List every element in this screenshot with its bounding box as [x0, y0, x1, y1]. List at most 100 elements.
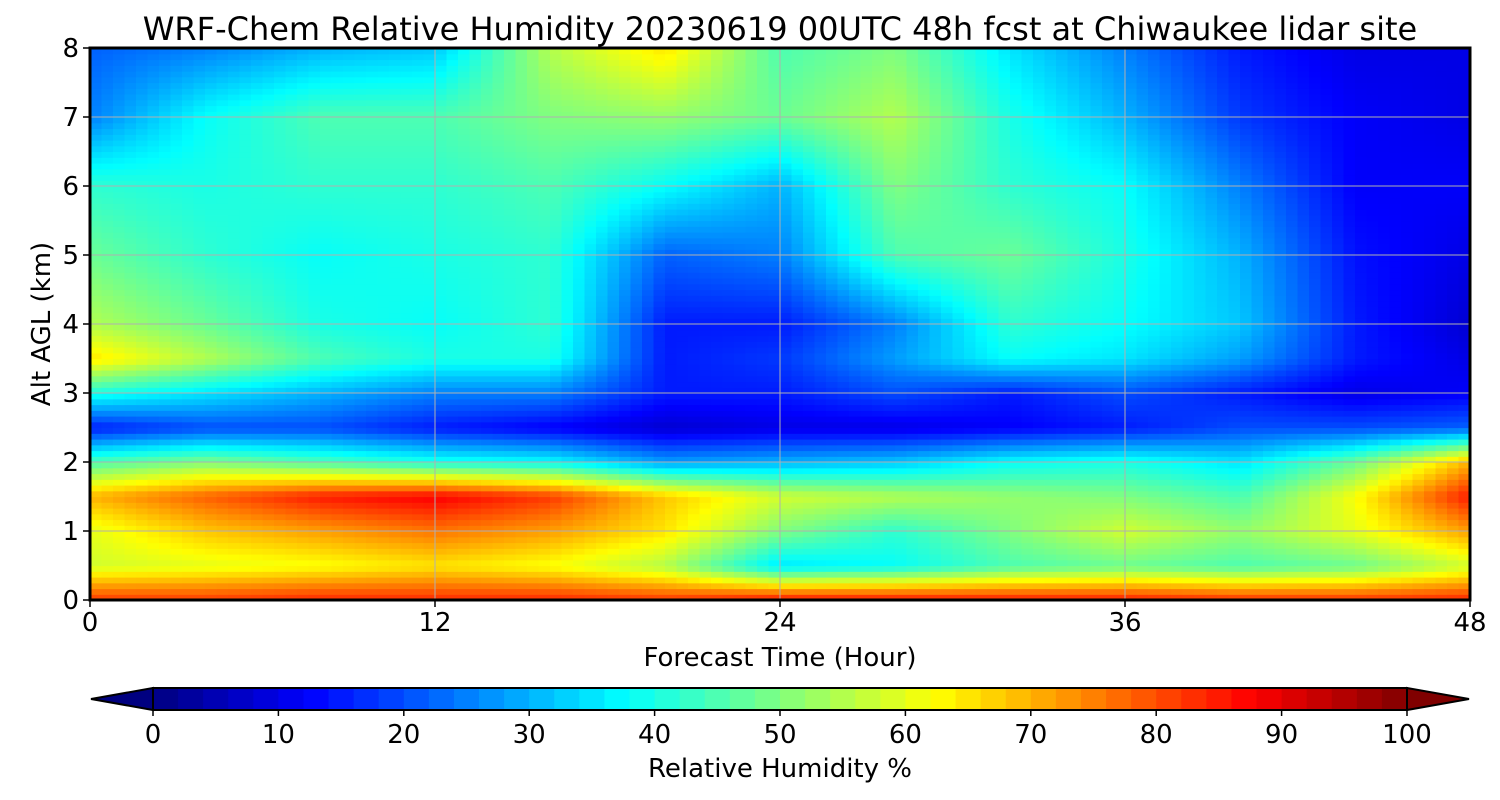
- heatmap-cell: [274, 105, 287, 112]
- heatmap-cell: [308, 548, 321, 555]
- heatmap-cell: [400, 375, 413, 383]
- heatmap-cell: [596, 111, 609, 118]
- heatmap-cell: [216, 490, 229, 498]
- heatmap-cell: [469, 479, 482, 486]
- heatmap-cell: [596, 128, 609, 135]
- heatmap-cell: [550, 496, 563, 503]
- heatmap-cell: [216, 577, 229, 584]
- heatmap-cell: [251, 370, 264, 377]
- heatmap-cell: [101, 450, 114, 457]
- heatmap-cell: [113, 272, 126, 279]
- heatmap-cell: [400, 542, 413, 549]
- heatmap-cell: [124, 197, 137, 204]
- heatmap-cell: [354, 260, 367, 268]
- heatmap-cell: [619, 548, 632, 555]
- heatmap-cell: [435, 502, 448, 509]
- heatmap-cell: [596, 249, 609, 256]
- heatmap-cell: [619, 232, 632, 239]
- heatmap-cell: [412, 594, 425, 600]
- heatmap-cell: [170, 393, 183, 400]
- heatmap-cell: [297, 404, 310, 411]
- heatmap-cell: [159, 554, 172, 561]
- heatmap-cell: [435, 542, 448, 549]
- heatmap-cell: [101, 249, 114, 256]
- heatmap-cell: [343, 278, 356, 285]
- heatmap-cell: [101, 203, 114, 210]
- heatmap-cell: [297, 266, 310, 273]
- heatmap-cell: [239, 226, 252, 233]
- heatmap-cell: [377, 554, 390, 561]
- heatmap-cell: [481, 157, 494, 164]
- heatmap-cell: [389, 295, 402, 302]
- heatmap-cell: [550, 347, 563, 354]
- heatmap-cell: [343, 341, 356, 348]
- heatmap-cell: [412, 502, 425, 509]
- heatmap-cell: [676, 450, 689, 457]
- heatmap-cell: [182, 232, 195, 239]
- heatmap-cell: [308, 508, 321, 515]
- heatmap-cell: [274, 519, 287, 526]
- heatmap-cell: [251, 479, 264, 486]
- heatmap-cell: [400, 559, 413, 567]
- heatmap-cell: [297, 370, 310, 377]
- heatmap-cell: [285, 105, 298, 112]
- heatmap-cell: [228, 151, 241, 158]
- heatmap-cell: [205, 444, 218, 452]
- heatmap-cell: [423, 260, 436, 268]
- heatmap-cell: [676, 479, 689, 486]
- heatmap-cell: [607, 214, 620, 222]
- heatmap-cell: [469, 168, 482, 176]
- heatmap-cell: [320, 255, 333, 262]
- heatmap-cell: [619, 565, 632, 572]
- heatmap-cell: [308, 209, 321, 216]
- heatmap-cell: [481, 306, 494, 314]
- heatmap-cell: [665, 197, 678, 204]
- heatmap-cell: [205, 352, 218, 360]
- heatmap-cell: [205, 404, 218, 411]
- heatmap-cell: [147, 485, 160, 492]
- heatmap-cell: [228, 588, 241, 595]
- heatmap-cell: [538, 145, 551, 153]
- heatmap-cell: [446, 306, 459, 314]
- heatmap-cell: [515, 59, 528, 66]
- heatmap-cell: [90, 542, 103, 549]
- heatmap-cell: [331, 243, 344, 250]
- heatmap-cell: [412, 312, 425, 319]
- heatmap-cell: [366, 65, 379, 72]
- heatmap-cell: [550, 295, 563, 302]
- heatmap-cell: [182, 278, 195, 285]
- heatmap-cell: [354, 197, 367, 204]
- heatmap-cell: [285, 467, 298, 475]
- heatmap-cell: [216, 301, 229, 308]
- heatmap-cell: [228, 53, 241, 61]
- heatmap-cell: [573, 456, 586, 463]
- heatmap-cell: [147, 203, 160, 210]
- heatmap-cell: [228, 134, 241, 141]
- heatmap-cell: [435, 249, 448, 256]
- heatmap-cell: [193, 151, 206, 158]
- heatmap-cell: [308, 272, 321, 279]
- heatmap-cell: [400, 439, 413, 446]
- heatmap-cell: [251, 462, 264, 469]
- heatmap-cell: [285, 485, 298, 492]
- heatmap-cell: [113, 473, 126, 480]
- heatmap-cell: [239, 289, 252, 296]
- heatmap-cell: [642, 490, 655, 498]
- heatmap-cell: [285, 421, 298, 429]
- heatmap-cell: [584, 157, 597, 164]
- heatmap-cell: [170, 375, 183, 383]
- heatmap-cell: [619, 594, 632, 600]
- heatmap-cell: [400, 71, 413, 78]
- heatmap-cell: [193, 485, 206, 492]
- heatmap-cell: [446, 226, 459, 233]
- heatmap-cell: [630, 542, 643, 549]
- heatmap-cell: [492, 65, 505, 72]
- heatmap-cell: [377, 525, 390, 532]
- heatmap-cell: [665, 295, 678, 302]
- heatmap-cell: [423, 375, 436, 383]
- heatmap-cell: [435, 416, 448, 423]
- heatmap-cell: [193, 237, 206, 245]
- heatmap-cell: [665, 508, 678, 515]
- heatmap-cell: [147, 450, 160, 457]
- heatmap-cell: [435, 65, 448, 72]
